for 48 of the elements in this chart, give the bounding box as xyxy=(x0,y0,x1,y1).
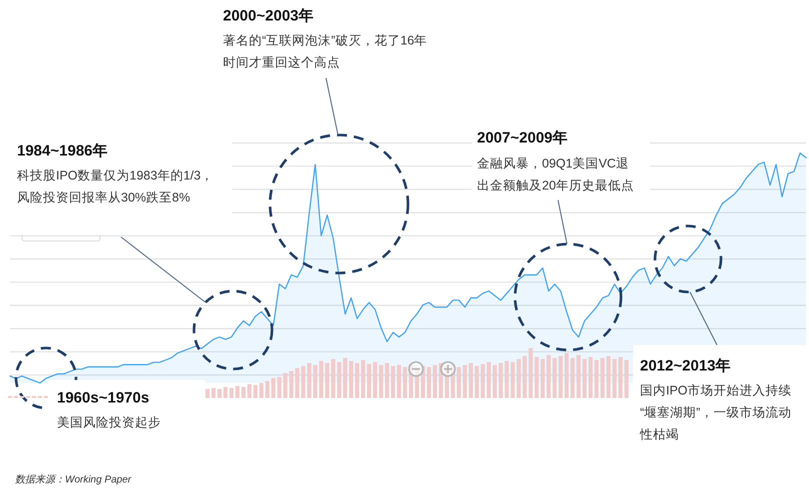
bar xyxy=(456,367,461,398)
annotation: 科技股IPO数量仅为1983年的1/3，风险投资回报率从30%跌至8% xyxy=(17,168,214,204)
bar xyxy=(390,366,396,398)
bar xyxy=(211,388,216,398)
annotation: 1960s~1970s xyxy=(57,389,150,406)
bar xyxy=(570,358,575,398)
source-note: 数据来源：Working Paper xyxy=(15,474,132,486)
bar xyxy=(378,365,384,398)
bar xyxy=(594,360,599,398)
bar xyxy=(462,365,467,398)
bar xyxy=(223,387,228,398)
bar xyxy=(247,384,252,398)
bar xyxy=(384,363,390,398)
annotation: 金融风暴，09Q1美国VC退出金额触及20年历史最低点 xyxy=(477,156,634,192)
bar xyxy=(229,388,234,398)
bar xyxy=(205,389,210,398)
bar xyxy=(582,359,587,398)
bar xyxy=(612,359,617,398)
bar xyxy=(396,365,402,398)
bar xyxy=(217,389,222,398)
bar xyxy=(450,364,455,398)
bar xyxy=(576,355,581,398)
annotation: 1984~1986年 xyxy=(17,142,108,160)
bar xyxy=(361,360,366,398)
bar xyxy=(588,357,593,398)
bar xyxy=(618,357,623,398)
bar xyxy=(402,367,408,398)
bar xyxy=(558,356,563,398)
bar xyxy=(564,353,569,398)
bar xyxy=(372,362,378,398)
bar xyxy=(253,385,258,398)
text: 2000~2003年 xyxy=(223,7,314,24)
bar xyxy=(355,363,360,398)
text: 美国风险投资起步 xyxy=(57,414,161,430)
bar xyxy=(552,358,557,398)
bar xyxy=(432,365,438,398)
bar xyxy=(426,367,432,398)
annotation: 国内IPO市场开始进入持续“堰塞湖期”，一级市场流动性枯竭 xyxy=(639,384,792,442)
annotation: 2012~2013年 xyxy=(640,357,730,374)
bar xyxy=(259,383,264,398)
bar xyxy=(606,356,611,398)
text: 著名的“互联网泡沫”破灭，花了16年时间才重回这个高点 xyxy=(223,34,428,70)
bar xyxy=(241,387,246,398)
bar xyxy=(600,358,605,398)
bar xyxy=(367,364,372,398)
bar xyxy=(235,386,240,398)
text: 2007~2009年 xyxy=(477,129,568,146)
bar xyxy=(624,360,629,398)
